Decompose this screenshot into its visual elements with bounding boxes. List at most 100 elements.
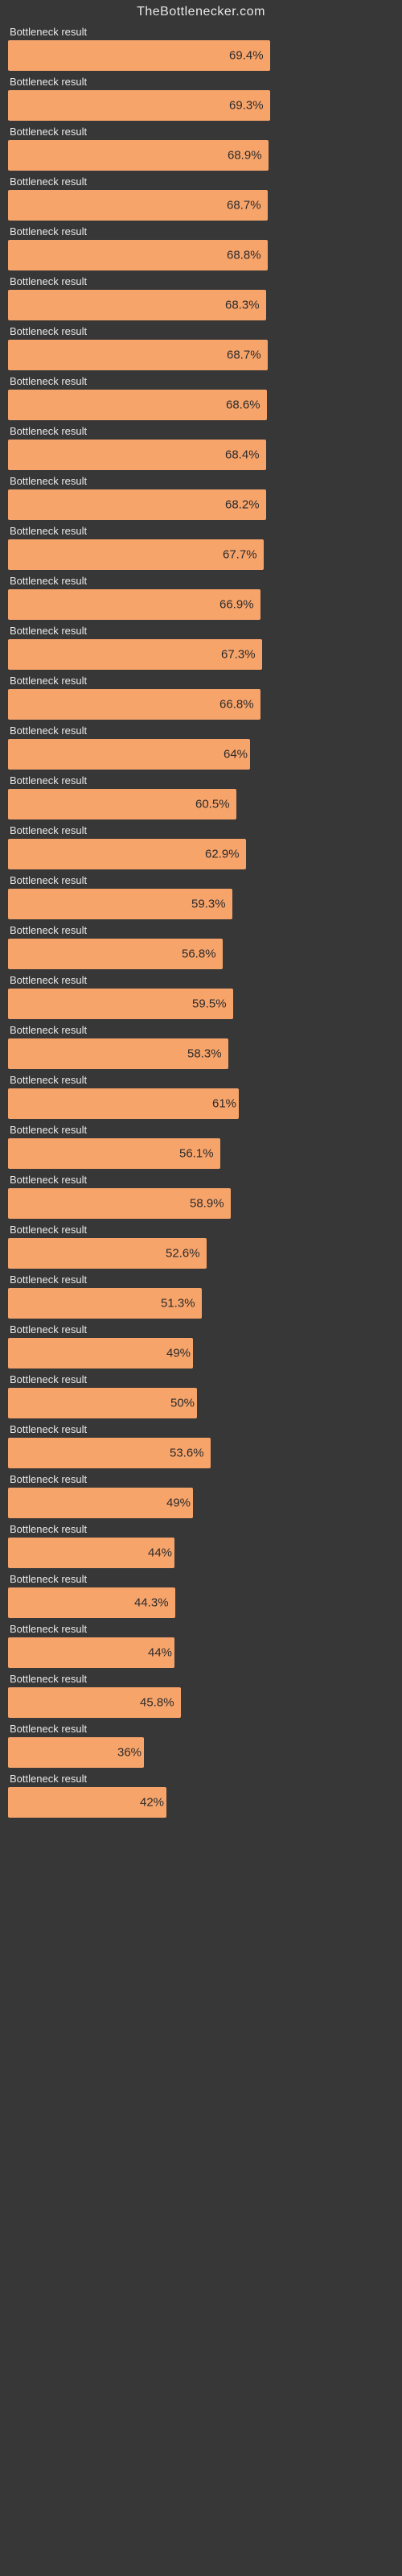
bar-value: 68.2% — [225, 498, 260, 512]
chart-row: Bottleneck result44% — [8, 1521, 394, 1568]
bar-track: 66.8% — [8, 689, 394, 720]
row-label: Bottleneck result — [8, 324, 394, 340]
bar-fill — [8, 739, 250, 770]
chart-row: Bottleneck result 68.8% — [8, 224, 394, 270]
bar-value: 68.7% — [227, 349, 261, 362]
row-label: Bottleneck result — [8, 523, 394, 539]
bar-track: 67.7% — [8, 539, 394, 570]
row-label: Bottleneck result — [8, 473, 394, 489]
chart-row: Bottleneck result 68.2% — [8, 473, 394, 520]
chart-row: Bottleneck result68.7% — [8, 174, 394, 221]
row-label: Bottleneck result — [8, 823, 394, 839]
bar-track: 58.3% — [8, 1038, 394, 1069]
bar-value: 44% — [148, 1646, 172, 1660]
bar-value: 59.3% — [191, 898, 226, 911]
row-label: Bottleneck result — [8, 1322, 394, 1338]
row-label: Bottleneck result — [8, 74, 394, 90]
bar-value: 49% — [166, 1347, 191, 1360]
row-label: Bottleneck result — [8, 573, 394, 589]
chart-row: Bottleneck result 56.1% — [8, 1122, 394, 1169]
bar-value: 49% — [166, 1496, 191, 1510]
bottleneck-chart: Bottleneck result69.4%Bottleneck result6… — [0, 21, 402, 1829]
chart-row: Bottleneck result68.6% — [8, 374, 394, 420]
bar-track: 68.6% — [8, 390, 394, 420]
bar-track: 68.7% — [8, 190, 394, 221]
bar-track: 68.7% — [8, 340, 394, 370]
chart-row: Bottleneck result52.6% — [8, 1222, 394, 1269]
bar-track: 49% — [8, 1488, 394, 1518]
bar-track: 68.3% — [8, 290, 394, 320]
row-label: Bottleneck result — [8, 923, 394, 939]
bar-track: 59.5% — [8, 989, 394, 1019]
row-label: Bottleneck result — [8, 423, 394, 440]
bar-value: 51.3% — [161, 1297, 195, 1311]
row-label: Bottleneck result — [8, 773, 394, 789]
chart-row: Bottleneck result67.3% — [8, 623, 394, 670]
chart-row: Bottleneck result51.3% — [8, 1272, 394, 1319]
row-label: Bottleneck result — [8, 1122, 394, 1138]
row-label: Bottleneck result — [8, 1721, 394, 1737]
bar-track: 66.9% — [8, 589, 394, 620]
site-header: TheBottlenecker.com — [0, 0, 402, 21]
bar-track: 67.3% — [8, 639, 394, 670]
row-label: Bottleneck result — [8, 1422, 394, 1438]
bar-track: 53.6% — [8, 1438, 394, 1468]
row-label: Bottleneck result — [8, 1472, 394, 1488]
bar-value: 66.8% — [219, 698, 254, 712]
bar-track: 69.3% — [8, 90, 394, 121]
bar-value: 69.4% — [229, 49, 264, 63]
bar-track: 50% — [8, 1388, 394, 1418]
bar-track: 49% — [8, 1338, 394, 1368]
bar-value: 45.8% — [140, 1696, 174, 1710]
row-label: Bottleneck result — [8, 1571, 394, 1587]
bar-value: 36% — [117, 1746, 142, 1760]
bar-value: 68.9% — [228, 149, 262, 163]
site-link[interactable]: TheBottlenecker.com — [137, 5, 265, 19]
row-label: Bottleneck result — [8, 224, 394, 240]
bar-value: 56.1% — [179, 1147, 214, 1161]
chart-row: Bottleneck result69.4% — [8, 24, 394, 71]
row-label: Bottleneck result — [8, 1771, 394, 1787]
bar-track: 42% — [8, 1787, 394, 1818]
chart-row: Bottleneck result58.9% — [8, 1172, 394, 1219]
bar-value: 68.4% — [225, 448, 260, 462]
chart-row: Bottleneck result 68.9% — [8, 124, 394, 171]
bar-value: 62.9% — [205, 848, 240, 861]
chart-row: Bottleneck result 42% — [8, 1771, 394, 1818]
bar-track: 56.8% — [8, 939, 394, 969]
bar-fill — [8, 1088, 239, 1119]
bar-value: 69.3% — [229, 99, 264, 113]
chart-row: Bottleneck result 44.3% — [8, 1571, 394, 1618]
chart-row: Bottleneck result 60.5% — [8, 773, 394, 819]
chart-row: Bottleneck result 69.3% — [8, 74, 394, 121]
row-label: Bottleneck result — [8, 124, 394, 140]
chart-row: Bottleneck result 45.8% — [8, 1671, 394, 1718]
bar-value: 44.3% — [134, 1596, 169, 1610]
chart-row: Bottleneck result 68.7% — [8, 324, 394, 370]
row-label: Bottleneck result — [8, 1521, 394, 1538]
bar-value: 66.9% — [219, 598, 254, 612]
chart-row: Bottleneck result58.3% — [8, 1022, 394, 1069]
chart-row: Bottleneck result64% — [8, 723, 394, 770]
bar-value: 42% — [140, 1796, 164, 1810]
row-label: Bottleneck result — [8, 972, 394, 989]
bar-value: 68.8% — [227, 249, 261, 262]
bar-value: 53.6% — [170, 1447, 204, 1460]
row-label: Bottleneck result — [8, 1222, 394, 1238]
bar-track: 59.3% — [8, 889, 394, 919]
chart-row: Bottleneck result44% — [8, 1621, 394, 1668]
row-label: Bottleneck result — [8, 1172, 394, 1188]
bar-track: 45.8% — [8, 1687, 394, 1718]
row-label: Bottleneck result — [8, 1372, 394, 1388]
bar-fill — [8, 1338, 193, 1368]
chart-row: Bottleneck result59.3% — [8, 873, 394, 919]
bar-track: 68.8% — [8, 240, 394, 270]
bar-value: 60.5% — [195, 798, 230, 811]
row-label: Bottleneck result — [8, 174, 394, 190]
bar-value: 50% — [170, 1397, 195, 1410]
bar-value: 58.3% — [187, 1047, 222, 1061]
bar-track: 52.6% — [8, 1238, 394, 1269]
bar-track: 68.2% — [8, 489, 394, 520]
bar-track: 44% — [8, 1538, 394, 1568]
row-label: Bottleneck result — [8, 1671, 394, 1687]
